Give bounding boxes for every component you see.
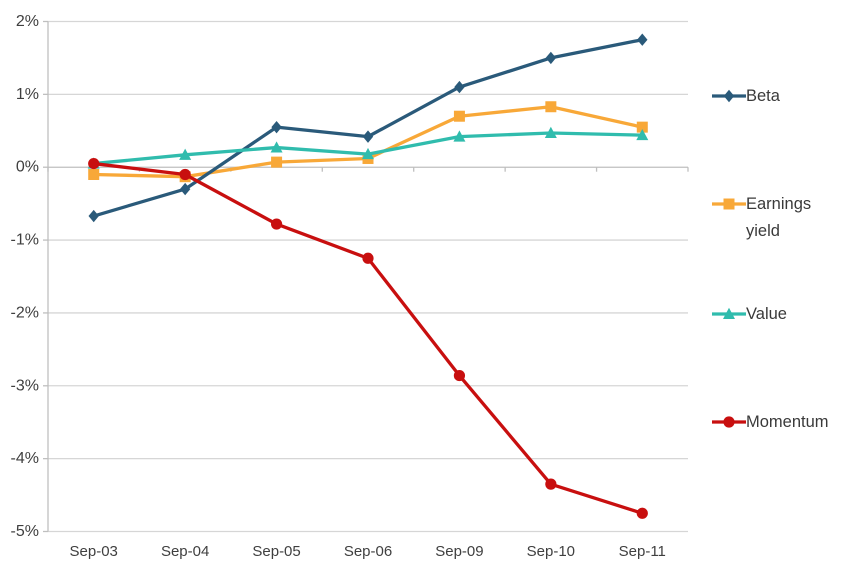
data-point-value-Sep-10 (544, 126, 557, 138)
data-point-momentum-Sep-04 (179, 168, 191, 181)
data-point-beta-Sep-05 (271, 120, 282, 134)
y-tick-label--3%: -3% (11, 377, 39, 394)
data-point-earnings-yield-Sep-03 (88, 169, 100, 180)
data-point-momentum-Sep-09 (453, 369, 466, 382)
x-tick-label-Sep-06: Sep-06 (344, 543, 392, 560)
data-point-beta-Sep-09 (454, 80, 465, 94)
y-tick-label-2%: 2% (16, 13, 39, 30)
data-point-beta-Sep-10 (545, 51, 557, 65)
y-tick-label--1%: -1% (11, 232, 39, 249)
data-point-value-Sep-09 (453, 130, 466, 142)
data-point-value-Sep-04 (179, 148, 192, 160)
y-tick-label--5%: -5% (11, 523, 39, 540)
x-tick-label-Sep-09: Sep-09 (435, 543, 483, 560)
data-point-earnings-yield-Sep-05 (271, 156, 283, 168)
series-line-beta (92, 38, 644, 218)
data-point-beta-Sep-11 (637, 33, 648, 46)
series-value (87, 126, 649, 169)
y-tick-label--4%: -4% (11, 450, 39, 467)
data-point-momentum-Sep-06 (362, 252, 374, 264)
y-tick-label--2%: -2% (11, 304, 39, 321)
series-beta (88, 33, 648, 223)
data-point-earnings-yield-Sep-09 (453, 110, 465, 122)
data-point-beta-Sep-04 (179, 182, 191, 196)
y-tick-label-1%: 1% (16, 86, 39, 103)
data-point-value-Sep-05 (270, 141, 283, 153)
data-point-value-Sep-06 (362, 147, 374, 160)
data-point-beta-Sep-06 (362, 130, 374, 143)
x-tick-label-Sep-11: Sep-11 (619, 543, 666, 560)
x-tick-label-Sep-04: Sep-04 (161, 543, 209, 560)
data-point-earnings-yield-Sep-10 (545, 101, 557, 113)
data-point-momentum-Sep-05 (270, 218, 283, 230)
x-tick-label-Sep-05: Sep-05 (252, 543, 300, 560)
data-point-momentum-Sep-11 (636, 507, 648, 519)
data-point-momentum-Sep-10 (545, 478, 557, 490)
series-line-momentum (92, 161, 644, 515)
series-momentum (88, 157, 648, 519)
data-point-beta-Sep-03 (88, 209, 99, 223)
x-tick-label-Sep-10: Sep-10 (527, 543, 575, 560)
data-point-momentum-Sep-03 (88, 157, 100, 170)
data-point-earnings-yield-Sep-11 (636, 121, 648, 133)
x-tick-label-Sep-03: Sep-03 (70, 543, 118, 560)
y-tick-label-0%: 0% (16, 159, 39, 176)
data-point-value-Sep-11 (636, 128, 649, 141)
